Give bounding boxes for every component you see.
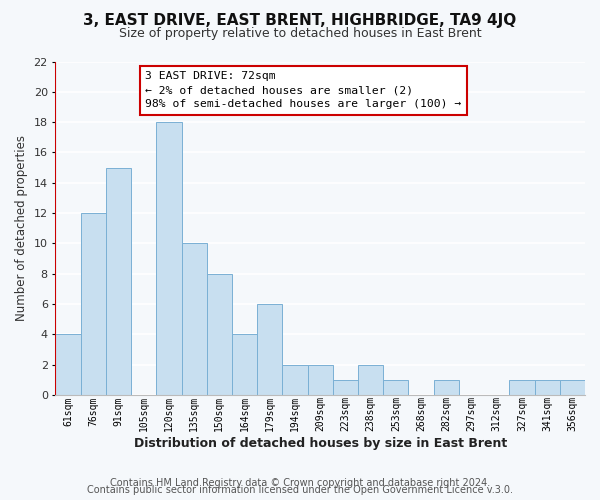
Text: 3, EAST DRIVE, EAST BRENT, HIGHBRIDGE, TA9 4JQ: 3, EAST DRIVE, EAST BRENT, HIGHBRIDGE, T… <box>83 12 517 28</box>
Bar <box>560 380 585 395</box>
Bar <box>232 334 257 395</box>
Bar <box>182 244 207 395</box>
Text: Contains public sector information licensed under the Open Government Licence v.: Contains public sector information licen… <box>87 485 513 495</box>
Bar <box>283 364 308 395</box>
Y-axis label: Number of detached properties: Number of detached properties <box>15 135 28 321</box>
Bar <box>535 380 560 395</box>
X-axis label: Distribution of detached houses by size in East Brent: Distribution of detached houses by size … <box>134 437 507 450</box>
Bar <box>383 380 409 395</box>
Bar <box>106 168 131 395</box>
Bar <box>358 364 383 395</box>
Text: 3 EAST DRIVE: 72sqm
← 2% of detached houses are smaller (2)
98% of semi-detached: 3 EAST DRIVE: 72sqm ← 2% of detached hou… <box>145 72 462 110</box>
Bar <box>55 334 80 395</box>
Bar <box>207 274 232 395</box>
Bar <box>157 122 182 395</box>
Bar <box>308 364 333 395</box>
Bar <box>80 213 106 395</box>
Text: Size of property relative to detached houses in East Brent: Size of property relative to detached ho… <box>119 28 481 40</box>
Text: Contains HM Land Registry data © Crown copyright and database right 2024.: Contains HM Land Registry data © Crown c… <box>110 478 490 488</box>
Bar <box>257 304 283 395</box>
Bar <box>333 380 358 395</box>
Bar <box>434 380 459 395</box>
Bar <box>509 380 535 395</box>
